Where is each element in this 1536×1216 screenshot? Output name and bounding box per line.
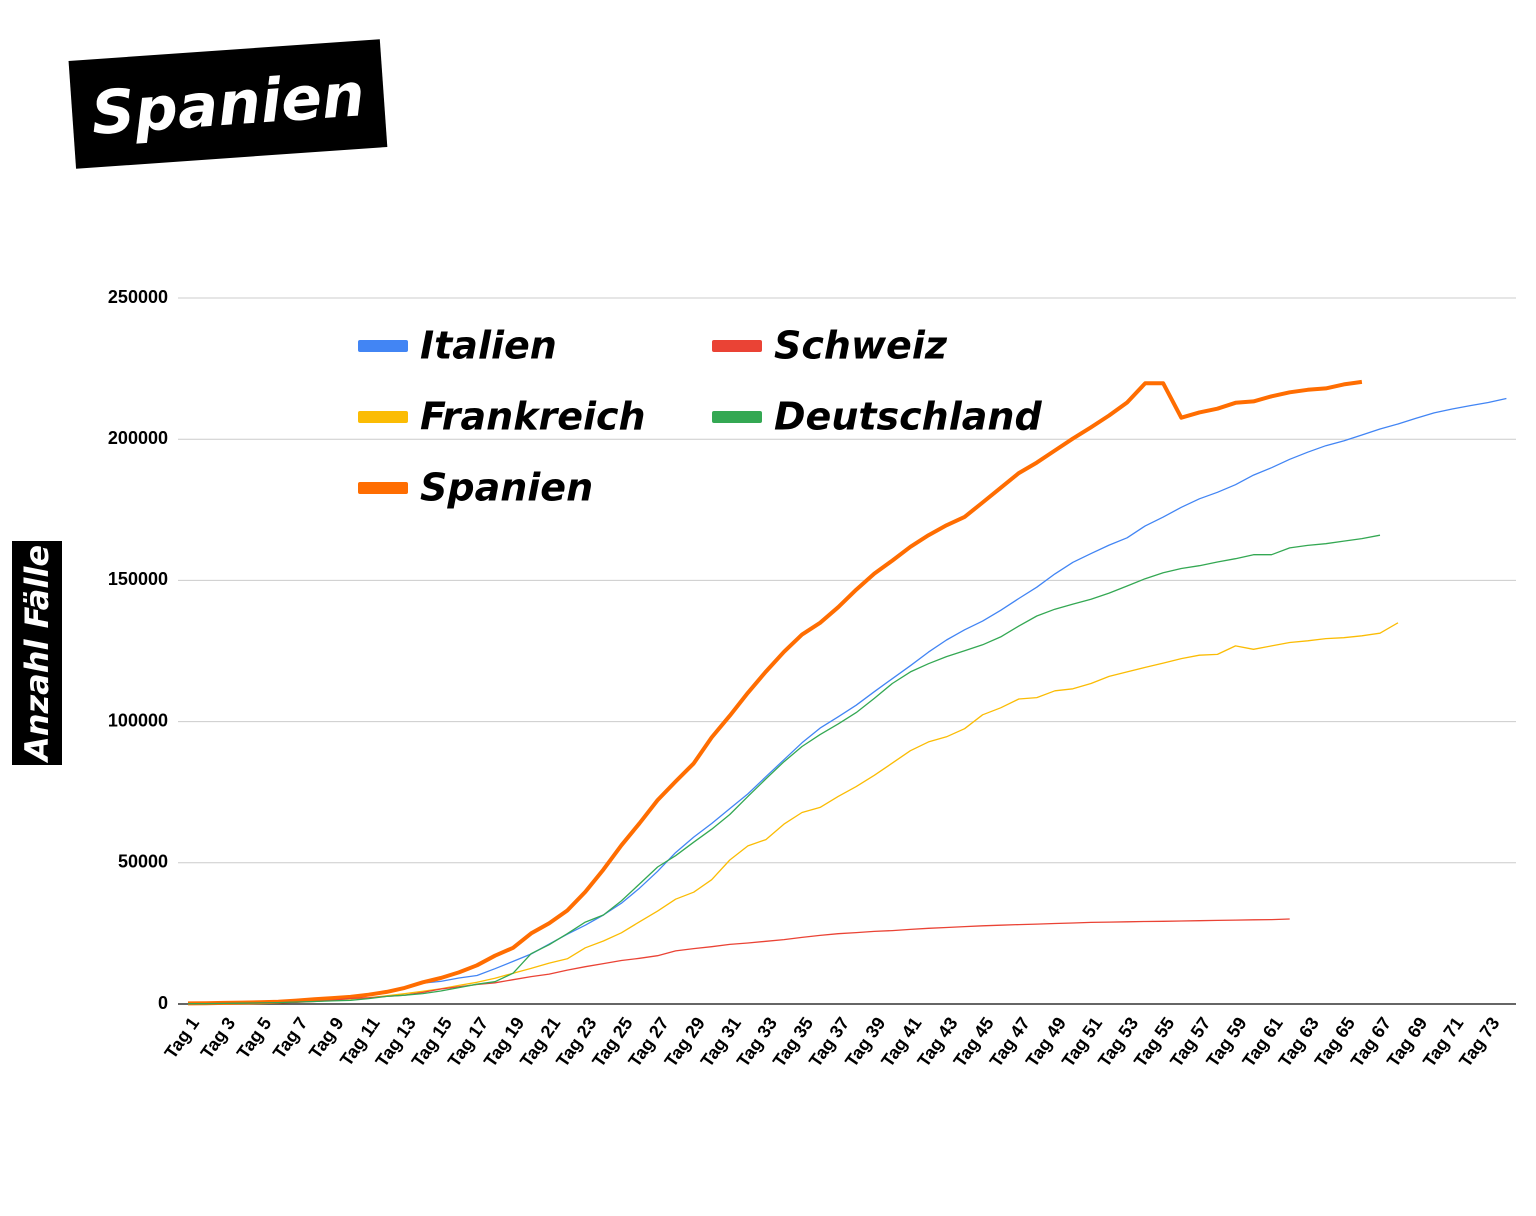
x-tick-label: Tag 1 [161,1014,204,1063]
title-box: Spanien [68,39,388,169]
x-tick-label: Tag 7 [269,1014,312,1063]
y-tick-label: 50000 [118,852,168,872]
legend-swatch [358,482,408,494]
title-bg [68,39,388,169]
legend-label: Italien [420,324,557,368]
legend-label: Frankreich [420,395,646,439]
x-tick-label: Tag 5 [233,1014,276,1063]
y-tick-label: 200000 [108,428,168,448]
series-line [187,379,1363,1006]
legend-label: Spanien [420,466,593,510]
series-line [188,534,1381,1005]
y-tick-label: 100000 [108,710,168,730]
y-tick-label: 250000 [108,287,168,307]
x-tick-label: Tag 3 [197,1014,240,1063]
y-tick-label: 150000 [108,569,168,589]
series-line [188,622,1399,1005]
legend-swatch [358,411,408,423]
legend-swatch [712,411,762,423]
y-tick-label: 0 [158,993,168,1013]
y-label-box: Anzahl Fälle [12,541,62,765]
y-axis-label: Anzahl Fälle [18,545,56,764]
legend-label: Deutschland [774,395,1042,439]
y-label-bg [12,541,62,765]
legend-label: Schweiz [774,324,948,368]
legend-swatch [712,340,762,352]
legend-swatch [358,340,408,352]
series-line [188,918,1290,1005]
